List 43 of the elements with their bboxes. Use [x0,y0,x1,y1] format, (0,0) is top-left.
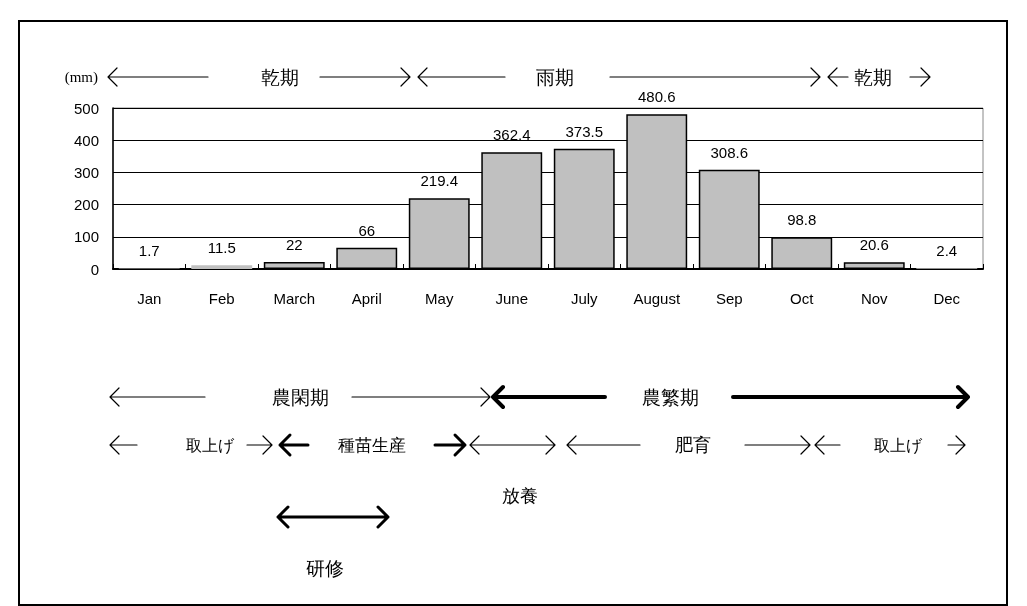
x-tick-label: Feb [208,290,235,307]
data-label: 11.5 [207,239,236,257]
data-label: 22 [285,235,303,253]
text: 農繁期 [641,386,699,408]
x-tick-label: Jan [137,290,162,307]
data-label: 2.4 [936,242,958,260]
data-label: 98.8 [787,211,817,229]
bar [191,265,253,269]
y-tick-label: 500 [73,99,99,117]
text: 雨期 [536,66,574,88]
text: 取上げ [874,436,923,454]
y-axis-title: (mm) [64,69,98,86]
data-label: 20.6 [859,236,889,254]
text: 放養 [502,486,538,506]
text: 農閑期 [271,386,329,408]
data-label: 308.6 [710,143,749,161]
x-tick-label: Sep [715,290,743,307]
text: 肥育 [675,435,711,455]
text: 取上げ [186,436,235,454]
x-tick-label: April [351,290,382,307]
x-tick-label: Dec [933,290,961,307]
text: 乾期 [854,66,892,88]
data-label: 480.6 [637,88,676,106]
data-label: 66 [358,221,376,239]
x-tick-label: Nov [860,290,889,307]
y-tick-label: 200 [73,196,99,214]
x-tick-label: August [633,290,681,307]
x-tick-label: June [495,290,529,307]
data-label: 373.5 [565,122,604,140]
data-label: 219.4 [420,172,459,190]
x-tick-label: March [273,290,316,307]
y-tick-label: 400 [73,131,99,149]
y-tick-label: 300 [73,163,99,181]
data-label: 1.7 [138,242,160,260]
text: 種苗生産 [338,435,406,455]
x-tick-label: July [570,290,599,307]
data-label: 362.4 [492,126,531,144]
text: 乾期 [261,66,299,88]
x-tick-label: May [425,290,454,307]
text: 研修 [306,557,344,579]
x-tick-label: Oct [790,290,815,307]
y-tick-label: 100 [73,228,99,246]
y-tick-label: 0 [90,260,99,278]
